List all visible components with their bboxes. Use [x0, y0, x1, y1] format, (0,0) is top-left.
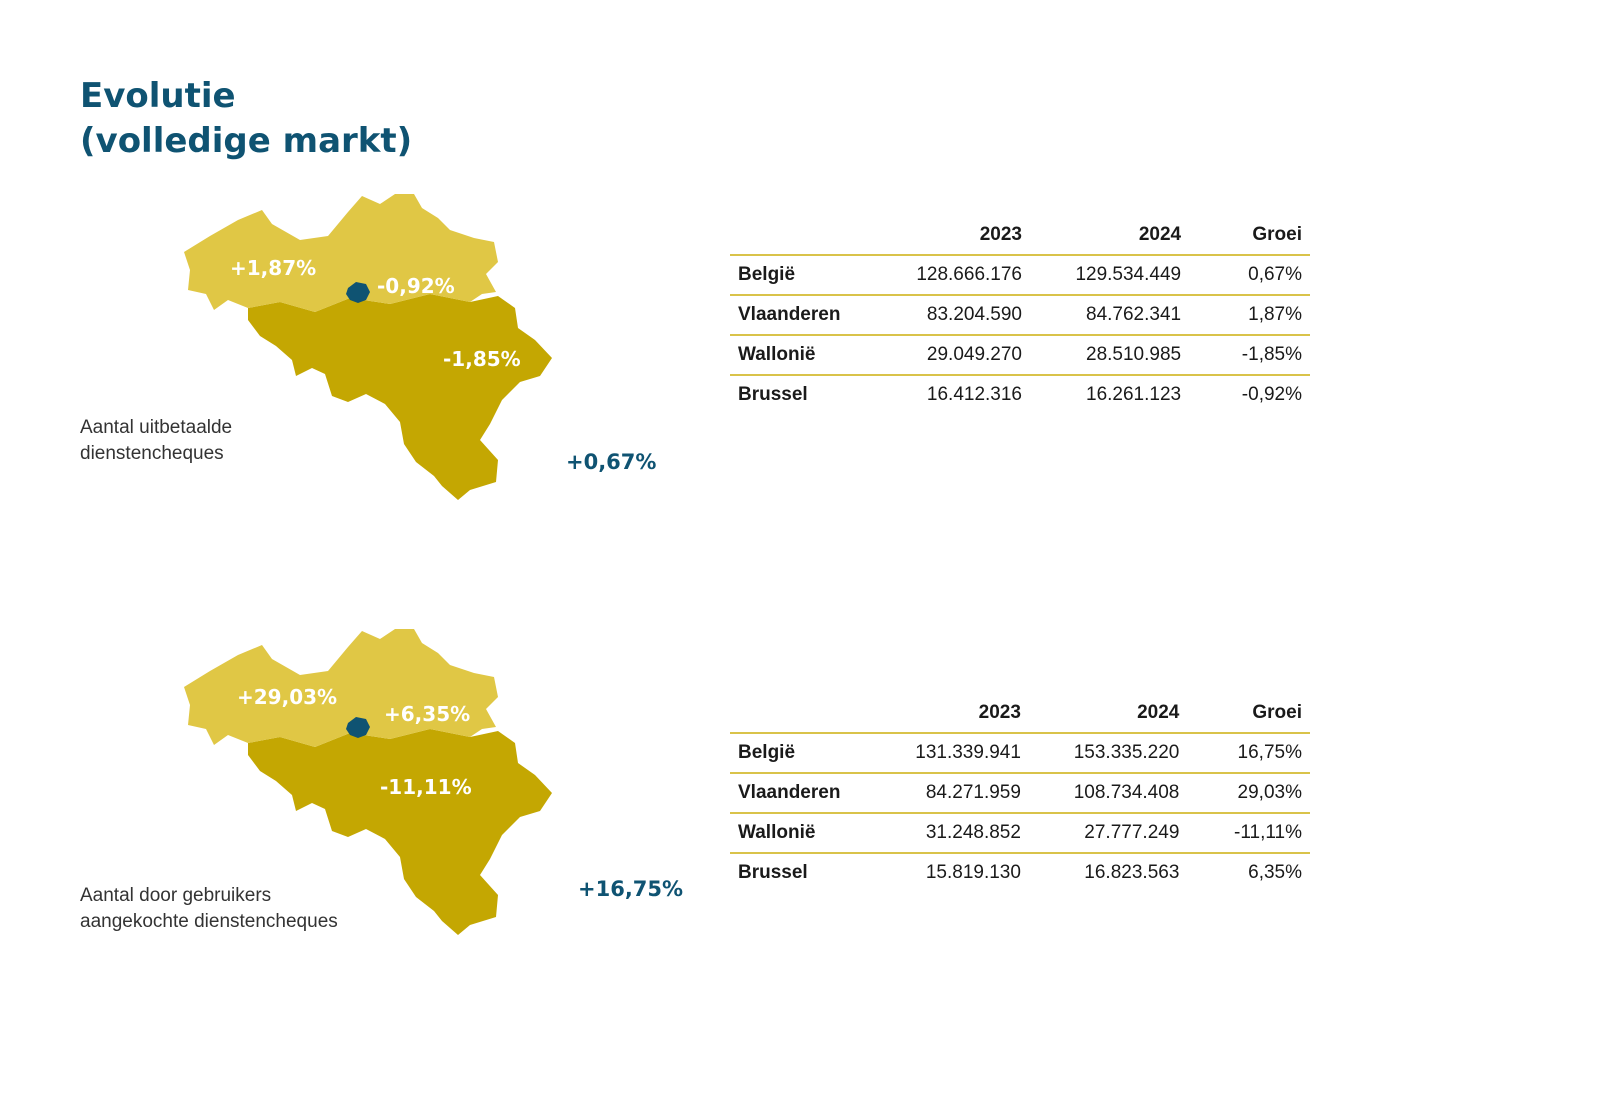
caption-line-2: aangekochte dienstencheques [80, 911, 338, 932]
cell-2023: 83.204.590 [881, 295, 1030, 336]
row-label: Vlaanderen [730, 295, 882, 336]
cell-2023: 29.049.270 [881, 335, 1030, 376]
table-row: Vlaanderen 84.271.959 108.734.408 29,03% [730, 773, 1310, 814]
cell-growth: 6,35% [1248, 862, 1302, 883]
row-label: Brussel [738, 384, 808, 405]
column-header: 2024 [1028, 700, 1188, 734]
section-purchased-vouchers: +29,03% +6,35% -11,11% Aantal door gebru… [0, 625, 1600, 955]
column-header [730, 222, 882, 256]
cell-2024: 153.335.220 [1028, 733, 1188, 774]
map-label-wallonia: -11,11% [380, 775, 472, 799]
cell-2024: 28.510.985 [1030, 335, 1190, 376]
cell-2023: 128.666.176 [881, 255, 1030, 296]
cell-growth: -11,11% [1187, 813, 1310, 854]
cell-growth: -0,92% [1241, 384, 1302, 405]
table-header-row: 2023 2024 Groei [730, 700, 1310, 734]
caption: Aantal door gebruikers aangekochte diens… [80, 883, 338, 935]
row-label: Vlaanderen [730, 773, 881, 814]
region-flanders [184, 194, 498, 312]
caption: Aantal uitbetaalde dienstencheques [80, 415, 232, 467]
map-label-brussels: -0,92% [377, 274, 455, 298]
cell-growth: 16,75% [1187, 733, 1310, 774]
data-table: 2023 2024 Groei België 131.339.941 153.3… [730, 700, 1310, 892]
title-line-2: (volledige markt) [80, 121, 413, 161]
caption-line-1: Aantal door gebruikers [80, 885, 272, 906]
belgium-map: +1,87% -0,92% -1,85% [180, 190, 580, 510]
row-label: België [730, 255, 882, 296]
table-row: Wallonië 31.248.852 27.777.249 -11,11% [730, 813, 1310, 854]
region-wallonia [248, 294, 552, 500]
column-header: 2023 [881, 222, 1030, 256]
total-growth: +0,67% [566, 450, 657, 474]
column-header: Groei [1187, 700, 1310, 734]
table-row: Brussel 15.819.130 16.823.563 6,35% [730, 853, 1310, 892]
map-label-flanders: +1,87% [230, 256, 317, 280]
cell-growth: 0,67% [1189, 255, 1310, 296]
table-row: België 131.339.941 153.335.220 16,75% [730, 733, 1310, 774]
row-label: België [730, 733, 881, 774]
row-label: Wallonië [730, 813, 881, 854]
cell-growth: -1,85% [1189, 335, 1310, 376]
cell-2024: 84.762.341 [1030, 295, 1190, 336]
cell-2024: 16.261.123 [1086, 384, 1182, 405]
belgium-map: +29,03% +6,35% -11,11% [180, 625, 580, 945]
map-label-wallonia: -1,85% [443, 347, 521, 371]
region-flanders [184, 629, 498, 747]
map-label-brussels: +6,35% [384, 702, 471, 726]
column-header [730, 700, 881, 734]
cell-2024: 16.823.563 [1084, 862, 1180, 883]
cell-2023: 15.819.130 [925, 862, 1021, 883]
cell-growth: 29,03% [1187, 773, 1310, 814]
cell-2023: 84.271.959 [880, 773, 1029, 814]
cell-2023: 131.339.941 [880, 733, 1029, 774]
map-label-flanders: +29,03% [237, 685, 338, 709]
cell-2023: 31.248.852 [880, 813, 1029, 854]
data-table: 2023 2024 Groei België 128.666.176 129.5… [730, 222, 1310, 414]
row-label: Brussel [738, 862, 808, 883]
cell-2024: 129.534.449 [1030, 255, 1190, 296]
section-paid-vouchers: +1,87% -0,92% -1,85% Aantal uitbetaalde … [0, 190, 1600, 520]
caption-line-2: dienstencheques [80, 443, 224, 464]
title-line-1: Evolutie [80, 76, 236, 116]
caption-line-1: Aantal uitbetaalde [80, 417, 233, 438]
region-wallonia [248, 729, 552, 935]
cell-growth: 1,87% [1189, 295, 1310, 336]
region-brussels [346, 717, 370, 738]
column-header: Groei [1189, 222, 1310, 256]
table-row: Vlaanderen 83.204.590 84.762.341 1,87% [730, 295, 1310, 336]
belgium-map-graphic [184, 194, 552, 500]
table-row: België 128.666.176 129.534.449 0,67% [730, 255, 1310, 296]
table-row: Wallonië 29.049.270 28.510.985 -1,85% [730, 335, 1310, 376]
cell-2024: 108.734.408 [1028, 773, 1188, 814]
table-header-row: 2023 2024 Groei [730, 222, 1310, 256]
row-label: Wallonië [730, 335, 882, 376]
cell-2023: 16.412.316 [926, 384, 1022, 405]
column-header: 2023 [880, 700, 1029, 734]
table-row: Brussel 16.412.316 16.261.123 -0,92% [730, 375, 1310, 414]
region-brussels [346, 282, 370, 303]
column-header: 2024 [1030, 222, 1190, 256]
total-growth: +16,75% [578, 877, 684, 901]
cell-2024: 27.777.249 [1028, 813, 1188, 854]
page-title: Evolutie (volledige markt) [80, 74, 412, 164]
belgium-map-graphic [184, 629, 552, 935]
